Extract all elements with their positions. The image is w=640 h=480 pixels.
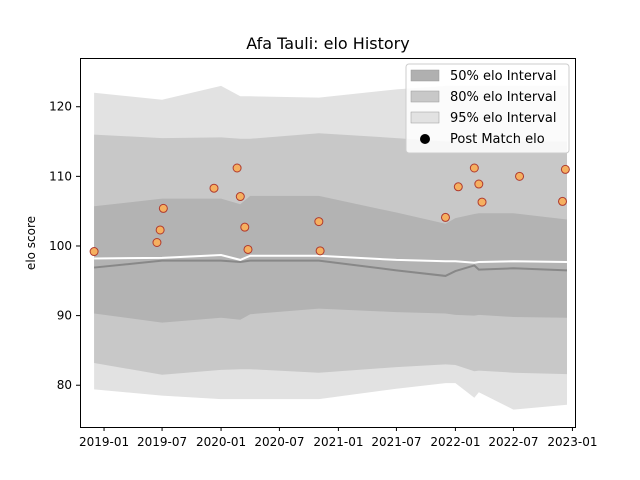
data-point — [89, 247, 99, 257]
y-tick-label: 90 — [57, 309, 72, 323]
data-point — [469, 163, 479, 173]
data-point — [235, 192, 245, 202]
legend-swatch — [410, 69, 440, 82]
legend-marker — [420, 134, 430, 144]
y-tick-label: 120 — [49, 100, 72, 114]
mean-line — [94, 254, 567, 264]
plot-area — [89, 85, 570, 410]
legend-label: Post Match elo — [450, 132, 545, 147]
legend-box — [405, 63, 570, 154]
x-tick-label: 2022-07 — [488, 435, 538, 449]
x-tick-label: 2022-01 — [430, 435, 480, 449]
x-tick-label: 2021-01 — [313, 435, 363, 449]
y-tick-label: 110 — [49, 169, 72, 183]
y-tick-label: 100 — [49, 239, 72, 253]
x-tick-label: 2019-07 — [137, 435, 187, 449]
x-tick-label: 2019-01 — [79, 435, 129, 449]
plot-frame — [80, 58, 576, 428]
x-tick-label: 2020-01 — [196, 435, 246, 449]
legend-label: 95% elo Interval — [450, 111, 557, 126]
band-50 — [94, 195, 567, 323]
data-point — [314, 217, 324, 227]
data-point — [557, 196, 567, 206]
data-point — [158, 203, 168, 213]
data-point — [515, 171, 525, 181]
data-point — [152, 238, 162, 247]
chart-title: Afa Tauli: elo History — [246, 34, 409, 53]
data-point — [560, 164, 570, 174]
data-point — [477, 197, 487, 207]
y-tick-label: 80 — [57, 378, 72, 392]
data-point — [155, 225, 165, 235]
legend-label: 80% elo Interval — [450, 90, 557, 105]
x-tick-label: 2021-07 — [371, 435, 421, 449]
data-point — [240, 222, 250, 232]
y-axis-label: elo score — [24, 216, 38, 270]
axes: 2019-01 2019-07 2020-01 2020-07 2021-01 2021-… — [49, 100, 597, 449]
legend: 50% elo Interval 80% elo Interval 95% elo … — [405, 63, 570, 154]
data-point — [440, 212, 450, 222]
data-point — [243, 244, 253, 254]
x-tick-label: 2023-01 — [547, 435, 597, 449]
median-line — [94, 259, 568, 277]
data-point — [474, 179, 484, 189]
data-point — [209, 183, 219, 193]
data-point — [453, 182, 463, 192]
data-point — [315, 246, 325, 256]
legend-label: 50% elo Interval — [450, 69, 557, 84]
data-point — [232, 163, 242, 173]
legend-swatch — [410, 90, 440, 103]
x-tick-label: 2020-07 — [254, 435, 304, 449]
legend-swatch — [410, 111, 440, 124]
